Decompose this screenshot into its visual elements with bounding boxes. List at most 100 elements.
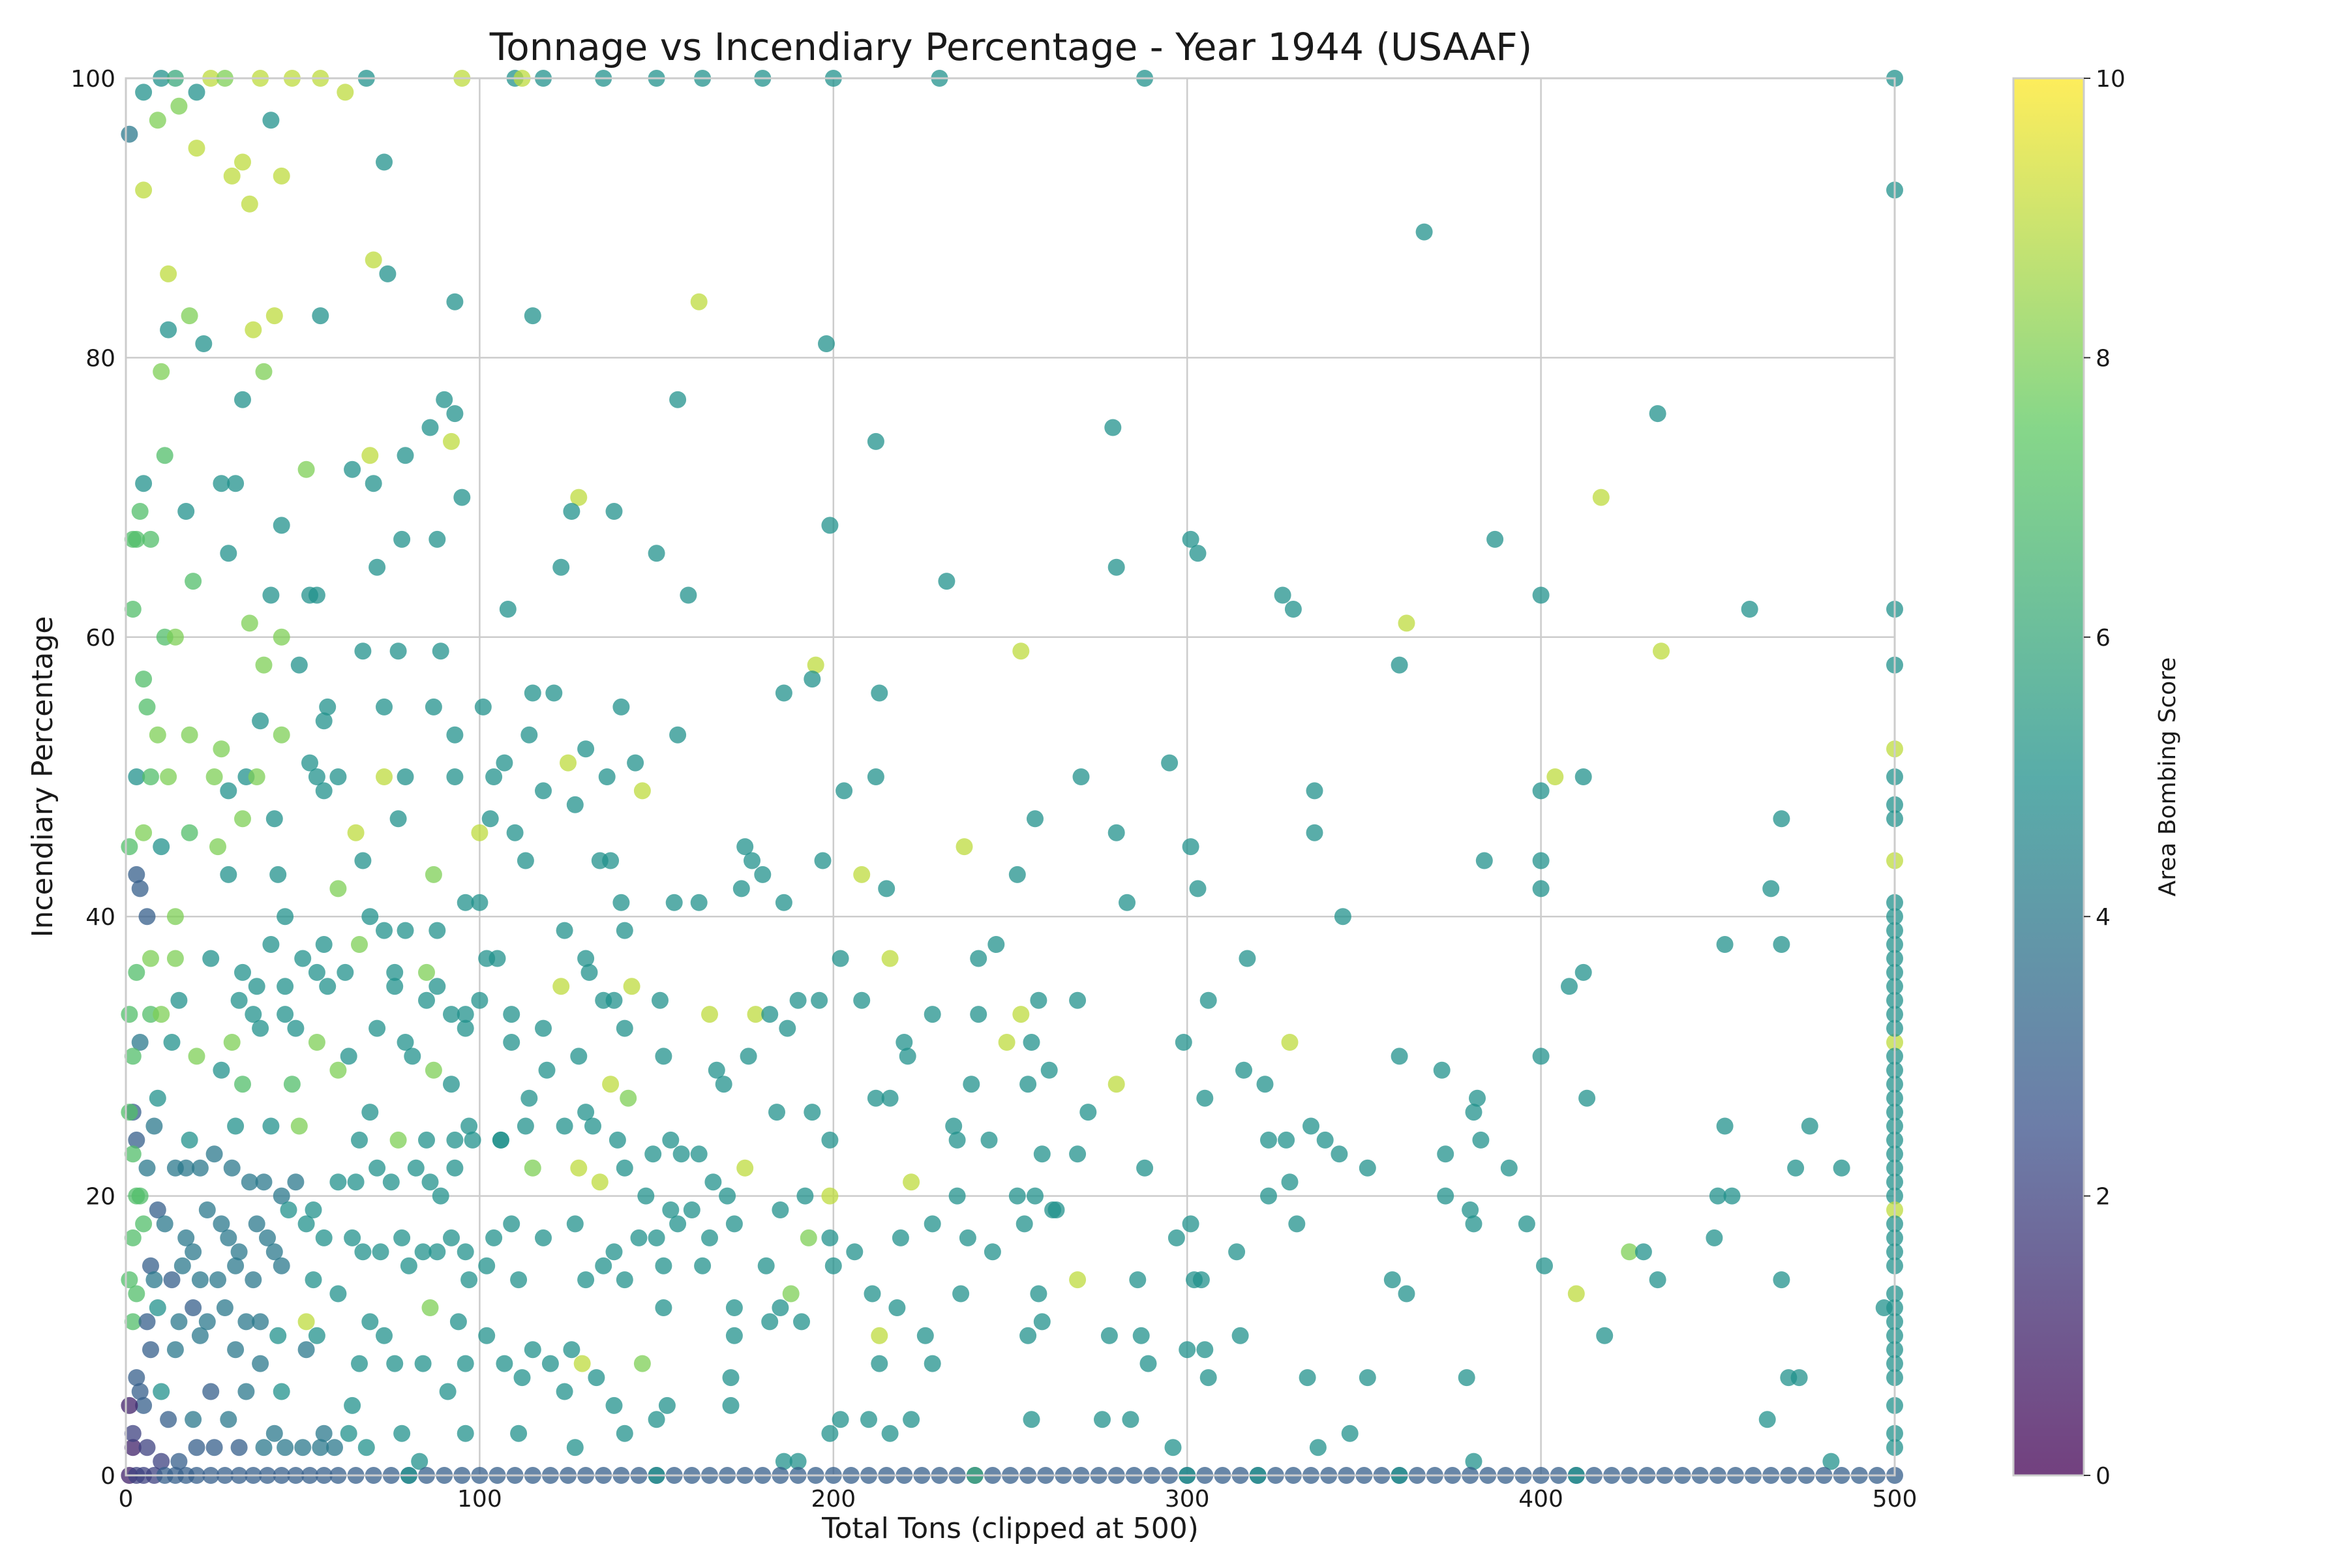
data-point bbox=[1536, 1257, 1553, 1274]
data-point bbox=[185, 1411, 202, 1428]
data-point bbox=[216, 1299, 233, 1316]
data-point bbox=[655, 1048, 672, 1065]
data-point bbox=[297, 460, 315, 478]
data-point bbox=[149, 1089, 166, 1107]
data-point bbox=[223, 1034, 241, 1051]
data-point bbox=[446, 293, 464, 310]
data-point bbox=[1019, 1076, 1037, 1093]
data-point bbox=[457, 1355, 474, 1372]
data-point bbox=[429, 978, 446, 995]
data-point bbox=[414, 1243, 432, 1261]
data-point bbox=[1634, 1243, 1652, 1261]
data-point bbox=[453, 489, 471, 506]
data-point bbox=[485, 1229, 503, 1246]
data-point bbox=[361, 447, 379, 464]
colorbar: Area Bombing Score 0 2 4 6 8 10 bbox=[2012, 66, 2181, 1490]
data-point bbox=[1182, 838, 1199, 856]
data-point bbox=[1592, 489, 1610, 506]
data-point bbox=[153, 1006, 170, 1023]
data-point bbox=[552, 558, 570, 576]
data-point bbox=[563, 503, 580, 520]
data-point bbox=[683, 1201, 700, 1218]
data-point bbox=[344, 460, 361, 478]
data-points bbox=[121, 70, 1903, 1484]
data-point bbox=[1069, 1145, 1087, 1163]
data-point bbox=[1561, 978, 1578, 995]
plot-frame bbox=[125, 77, 1896, 1477]
data-point bbox=[1334, 908, 1351, 926]
data-point bbox=[351, 936, 368, 953]
data-point bbox=[867, 1089, 884, 1107]
data-point bbox=[329, 1173, 347, 1191]
data-point bbox=[492, 1131, 509, 1149]
data-point bbox=[185, 573, 202, 590]
data-point bbox=[570, 1048, 588, 1065]
data-point bbox=[429, 530, 446, 548]
data-point bbox=[312, 307, 329, 325]
data-point bbox=[329, 1285, 347, 1303]
data-point bbox=[177, 1159, 195, 1177]
data-point bbox=[294, 1439, 312, 1456]
data-point bbox=[121, 1104, 138, 1121]
data-point bbox=[153, 1453, 170, 1470]
data-point bbox=[761, 1313, 779, 1331]
data-point bbox=[1532, 880, 1550, 897]
data-point bbox=[570, 489, 588, 506]
data-point bbox=[337, 83, 354, 101]
data-point bbox=[124, 601, 142, 618]
data-point bbox=[1532, 852, 1550, 869]
data-point bbox=[248, 768, 265, 785]
data-point bbox=[386, 1355, 404, 1372]
data-point bbox=[775, 1453, 792, 1470]
data-point bbox=[128, 1131, 145, 1149]
data-point bbox=[460, 1117, 478, 1135]
data-point bbox=[166, 1341, 184, 1359]
data-point bbox=[796, 1187, 814, 1205]
data-point bbox=[524, 1341, 541, 1359]
data-point bbox=[496, 754, 513, 772]
data-point bbox=[277, 1439, 294, 1456]
x-axis-label: Total Tons (clipped at 500) bbox=[821, 1512, 1199, 1545]
data-point bbox=[389, 810, 407, 828]
data-point bbox=[1532, 586, 1550, 604]
data-point bbox=[1532, 1048, 1550, 1065]
data-point bbox=[191, 1271, 209, 1289]
data-point bbox=[121, 1396, 138, 1414]
data-point bbox=[573, 1355, 591, 1372]
data-point bbox=[1104, 419, 1122, 436]
data-point bbox=[170, 991, 188, 1009]
data-point bbox=[131, 1187, 149, 1205]
data-point bbox=[800, 1229, 817, 1246]
y-tick-label: 60 bbox=[85, 625, 115, 652]
data-point bbox=[170, 1313, 188, 1331]
data-point bbox=[665, 894, 683, 911]
data-point bbox=[612, 698, 630, 716]
data-point bbox=[149, 1201, 166, 1218]
data-point bbox=[397, 922, 414, 939]
data-point bbox=[948, 1187, 966, 1205]
data-point bbox=[1281, 1034, 1299, 1051]
data-point bbox=[853, 866, 871, 883]
data-point bbox=[1107, 558, 1125, 576]
data-point bbox=[1790, 1369, 1808, 1387]
data-point bbox=[694, 1257, 712, 1274]
data-point bbox=[234, 1076, 251, 1093]
data-point bbox=[669, 1215, 687, 1233]
data-point bbox=[234, 963, 251, 981]
data-point bbox=[853, 991, 871, 1009]
y-tick-label: 20 bbox=[85, 1184, 115, 1211]
data-point bbox=[503, 1006, 520, 1023]
data-point bbox=[772, 1299, 789, 1316]
data-point bbox=[156, 1215, 173, 1233]
data-point bbox=[616, 922, 633, 939]
data-point bbox=[821, 1229, 839, 1246]
data-point bbox=[376, 922, 393, 939]
data-point bbox=[255, 656, 273, 674]
data-point bbox=[789, 1453, 807, 1470]
data-point bbox=[329, 880, 347, 897]
data-point bbox=[351, 1355, 368, 1372]
data-point bbox=[308, 1034, 325, 1051]
data-point bbox=[135, 181, 153, 199]
data-point bbox=[690, 894, 708, 911]
data-point bbox=[1023, 1034, 1040, 1051]
